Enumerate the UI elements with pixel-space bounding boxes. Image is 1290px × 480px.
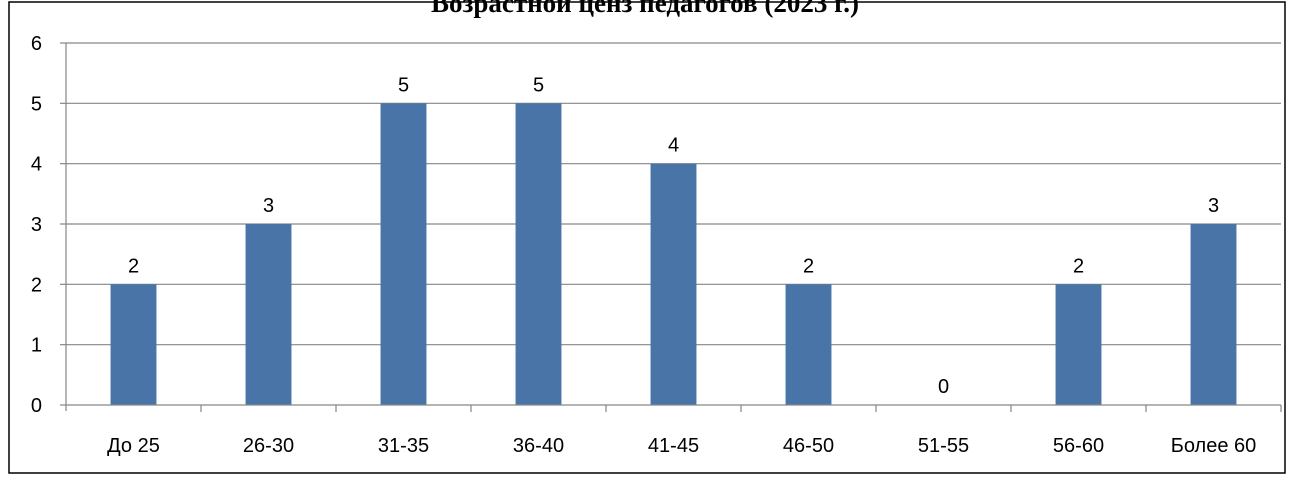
x-tick-labels: До 25 26-30 31-35 36-40 41-45 46-50 51-55 56-60… [107,435,1256,457]
x-tick-label: 41-45 [648,435,699,457]
x-tick-label: 36-40 [513,435,564,457]
x-tick-label: 56-60 [1053,435,1104,457]
y-tick-label: 3 [31,214,42,236]
bar [515,103,562,405]
data-label: 3 [1208,195,1219,217]
data-label: 5 [533,74,544,96]
y-tick-label: 4 [31,154,42,176]
x-tick-label: 46-50 [783,435,834,457]
bar [380,103,427,405]
bar [785,284,832,405]
data-label: 4 [668,135,679,157]
bar [650,163,697,405]
bar [245,224,292,405]
axes [60,42,1282,412]
bars [110,103,1237,405]
bar [1190,224,1237,405]
x-tick-label: Более 60 [1171,435,1257,457]
data-label: 2 [128,255,139,277]
data-label: 3 [263,195,274,217]
y-tick-label: 2 [31,274,42,296]
bar [1055,284,1102,405]
data-label: 0 [938,376,949,398]
data-labels: 2 3 5 5 4 2 0 2 3 [128,74,1219,398]
y-tick-label: 6 [31,33,42,55]
data-label: 2 [1073,255,1084,277]
data-label: 5 [398,74,409,96]
x-tick-label: 31-35 [378,435,429,457]
bar [110,284,157,405]
y-tick-labels: 0 1 2 3 4 5 6 [31,33,42,417]
y-tick-label: 5 [31,93,42,115]
x-tick-label: 51-55 [918,435,969,457]
chart-title: Возрастной ценз педагогов (2023 г.) [431,0,859,18]
data-label: 2 [803,255,814,277]
x-tick-label: До 25 [107,435,160,457]
x-tick-label: 26-30 [243,435,294,457]
y-tick-label: 0 [31,395,42,417]
y-tick-label: 1 [31,335,42,357]
